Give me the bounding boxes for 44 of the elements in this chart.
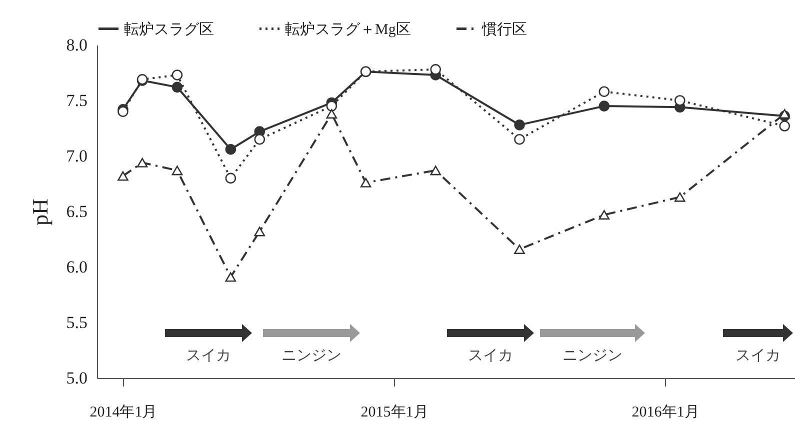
annotation: ニンジン xyxy=(562,346,622,364)
point xyxy=(674,192,686,202)
legend-label: 転炉スラグ＋Mg区 xyxy=(285,20,411,38)
point xyxy=(674,95,686,106)
point xyxy=(118,171,128,181)
annotation: ニンジン xyxy=(282,346,342,364)
point xyxy=(598,100,610,112)
point xyxy=(779,109,790,119)
point xyxy=(136,158,148,168)
x-tick-label: 2016年1月 xyxy=(632,404,700,420)
annotation: スイカ xyxy=(186,346,231,364)
point xyxy=(172,82,183,93)
y-tick-label: 6.0 xyxy=(66,258,88,276)
point xyxy=(598,86,610,98)
y-tick-label: 7.0 xyxy=(66,146,88,166)
y-tick-label: 5.0 xyxy=(66,368,88,388)
legend-label: 慣行区 xyxy=(481,20,527,38)
y-tick-label: 5.5 xyxy=(66,313,88,332)
point xyxy=(225,172,236,184)
point xyxy=(225,272,236,282)
x-tick-label: 2014年1月 xyxy=(90,404,158,420)
point xyxy=(360,178,372,188)
annotation: スイカ xyxy=(736,346,780,364)
point xyxy=(172,70,183,80)
point xyxy=(430,166,441,176)
point xyxy=(598,210,610,220)
y-axis-title: pH xyxy=(27,198,52,226)
point xyxy=(430,64,441,75)
point xyxy=(514,134,525,145)
point xyxy=(326,109,338,119)
point xyxy=(779,120,790,132)
y-tick-label: 8.0 xyxy=(66,36,88,54)
annotation: スイカ xyxy=(468,346,513,364)
point xyxy=(225,144,236,155)
x-tick-label: 2015年1月 xyxy=(360,404,428,420)
point xyxy=(514,120,525,130)
point xyxy=(514,244,525,254)
y-tick-label: 6.5 xyxy=(66,202,88,221)
legend-label: 転炉スラグ区 xyxy=(124,20,214,38)
point xyxy=(254,226,266,236)
point xyxy=(172,166,183,176)
y-tick-label: 7.5 xyxy=(66,91,88,110)
point xyxy=(254,134,266,145)
point xyxy=(326,100,338,112)
